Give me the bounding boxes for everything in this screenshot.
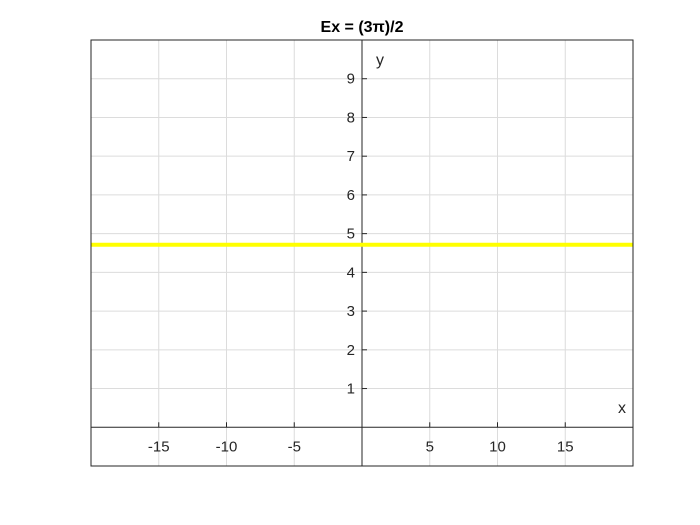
- y-tick-label: 8: [347, 109, 355, 126]
- y-tick-label: 3: [347, 303, 355, 320]
- x-tick-label: -15: [148, 438, 170, 455]
- y-tick-label: 1: [347, 381, 355, 398]
- y-tick-label: 9: [347, 71, 355, 88]
- y-tick-label: 7: [347, 148, 355, 165]
- x-tick-label: -5: [288, 438, 301, 455]
- x-tick-label: 10: [489, 438, 506, 455]
- y-tick-label: 6: [347, 187, 355, 204]
- y-tick-label: 4: [347, 264, 355, 281]
- y-tick-label: 5: [347, 226, 355, 243]
- x-tick-label: -10: [216, 438, 238, 455]
- tick-labels: -15 -10 -5 5 10 15 1 2 3 4 5 6 7 8 9: [148, 71, 574, 456]
- y-tick-label: 2: [347, 342, 355, 359]
- plot-frame: [90, 39, 634, 467]
- chart-title: Ex = (3π)/2: [321, 19, 404, 36]
- y-axis-label: y: [376, 52, 384, 69]
- x-tick-label: 15: [557, 438, 574, 455]
- x-axis-label: x: [618, 400, 626, 417]
- axes: [91, 40, 633, 466]
- x-tick-label: 5: [426, 438, 434, 455]
